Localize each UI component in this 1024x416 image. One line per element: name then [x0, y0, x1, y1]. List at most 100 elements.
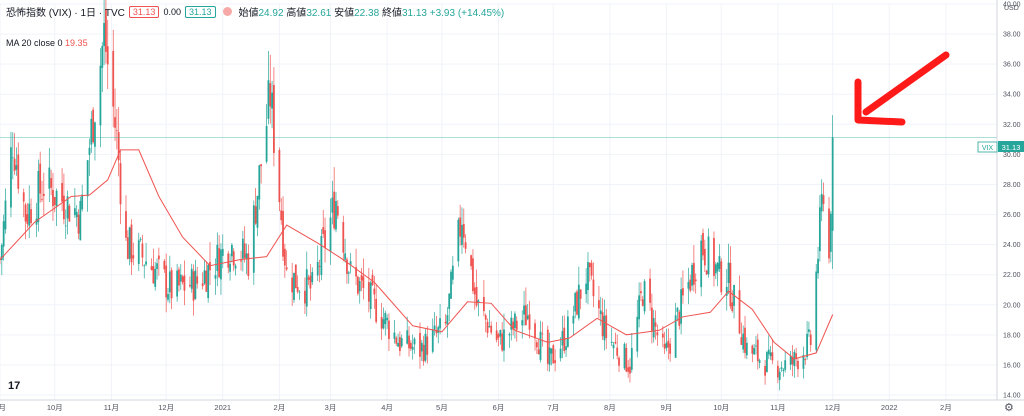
- candle-body: [150, 266, 153, 270]
- candle-body: [68, 205, 71, 222]
- symbol-title[interactable]: 恐怖指数 (VIX) · 1日 · TVC: [6, 8, 125, 19]
- candle-body: [424, 333, 427, 361]
- x-tick-label: 2月: [940, 403, 952, 412]
- candle-body: [409, 342, 412, 349]
- candle-body: [751, 345, 754, 354]
- candle-body: [590, 262, 593, 276]
- indicator-value: 19.35: [65, 38, 88, 48]
- ask-box[interactable]: 31.13: [184, 5, 216, 18]
- candle-body: [11, 157, 14, 159]
- candle-body: [183, 275, 186, 291]
- candle-body: [503, 329, 505, 351]
- x-axis[interactable]: 9月 10月 11月 12月 2021 2月 3月 4月 5月 6月 7月 8月 9月 10月 11月 12月…: [0, 403, 952, 412]
- candle-body: [347, 272, 350, 274]
- bid-box[interactable]: 31.13: [128, 5, 160, 18]
- candle-body: [55, 190, 58, 207]
- candle-body: [439, 318, 441, 329]
- candle-body: [355, 267, 357, 277]
- candle-body: [767, 349, 770, 355]
- candle-body: [598, 300, 600, 309]
- market-status-icon: [222, 7, 232, 16]
- candle-body: [99, 65, 102, 126]
- candle-body: [815, 271, 818, 350]
- candle-body: [797, 360, 799, 370]
- candle-body: [231, 244, 233, 257]
- candle-body: [278, 150, 281, 203]
- y-tick-label: 14.00: [1003, 393, 1021, 400]
- candle-body: [431, 329, 434, 352]
- candle-body: [521, 320, 524, 326]
- currency-label[interactable]: USD: [1004, 5, 1019, 12]
- candle-body: [252, 205, 255, 273]
- candle-body: [64, 225, 67, 227]
- candle-body: [105, 9, 107, 52]
- candle-body: [636, 316, 639, 352]
- candle-body: [700, 240, 703, 288]
- candle-body: [112, 51, 115, 107]
- candle-body: [689, 279, 692, 291]
- candle-body: [395, 337, 398, 344]
- candle-body: [488, 326, 491, 328]
- candle-body: [137, 240, 140, 264]
- candle-body: [232, 251, 235, 266]
- candle-body: [524, 305, 527, 326]
- candle-body: [30, 209, 32, 223]
- candle-body: [716, 263, 719, 272]
- candle-body: [163, 260, 166, 270]
- candle-body: [477, 300, 480, 303]
- gear-icon[interactable]: ⚙: [1004, 402, 1014, 414]
- candle-body: [243, 243, 246, 259]
- candle-body: [154, 268, 157, 287]
- candle-body: [703, 248, 706, 266]
- candle-body: [181, 276, 184, 283]
- candle-body: [293, 272, 295, 301]
- indicator-label: MA 20 close 0: [6, 38, 63, 48]
- candle-body: [13, 158, 16, 171]
- candle-body: [24, 204, 27, 222]
- candle-body: [126, 237, 129, 259]
- candle-body: [388, 320, 390, 339]
- candle-body: [92, 109, 95, 143]
- candle-body: [740, 337, 743, 345]
- candle-body: [52, 189, 54, 207]
- candle-body: [258, 165, 261, 200]
- x-tick-label: 5月: [436, 403, 448, 412]
- candle-body: [304, 290, 306, 304]
- candle-body: [729, 262, 732, 307]
- y-tick-label: 20.00: [1003, 302, 1021, 309]
- candle-body: [514, 313, 516, 329]
- candle-body: [718, 256, 721, 269]
- candle-body: [433, 325, 436, 330]
- candle-body: [48, 167, 51, 189]
- tradingview-logo-icon[interactable]: 17: [8, 380, 21, 392]
- candle-body: [510, 317, 513, 330]
- candle-body: [0, 244, 3, 260]
- candle-body: [572, 315, 575, 324]
- indicator-legend[interactable]: MA 20 close 0 19.35: [6, 38, 88, 48]
- candle-body: [139, 238, 142, 240]
- candle-body: [663, 344, 666, 349]
- candle-body: [367, 282, 370, 302]
- candle-body: [318, 266, 321, 267]
- candle-body: [285, 267, 288, 270]
- candle-body: [654, 322, 657, 327]
- candle-body: [702, 232, 704, 256]
- candle-body: [484, 315, 487, 320]
- candle-body: [822, 195, 825, 204]
- candle-body: [764, 366, 766, 376]
- svg-text:VIX: VIX: [982, 145, 994, 152]
- candle-body: [165, 265, 168, 298]
- candle-body: [534, 323, 536, 339]
- candle-body: [194, 270, 197, 299]
- y-axis[interactable]: 14.00 16.00 18.00 20.00 22.00 24.00 26.00 28.00…: [1003, 2, 1021, 400]
- candle-body: [831, 137, 834, 231]
- candle-body: [550, 348, 553, 354]
- candle-body: [638, 295, 641, 320]
- candle-body: [769, 352, 772, 357]
- candle-body: [486, 321, 489, 333]
- candle-body: [227, 253, 230, 268]
- candle-body: [771, 352, 774, 361]
- candle-body: [464, 242, 467, 249]
- candle-body: [22, 192, 25, 202]
